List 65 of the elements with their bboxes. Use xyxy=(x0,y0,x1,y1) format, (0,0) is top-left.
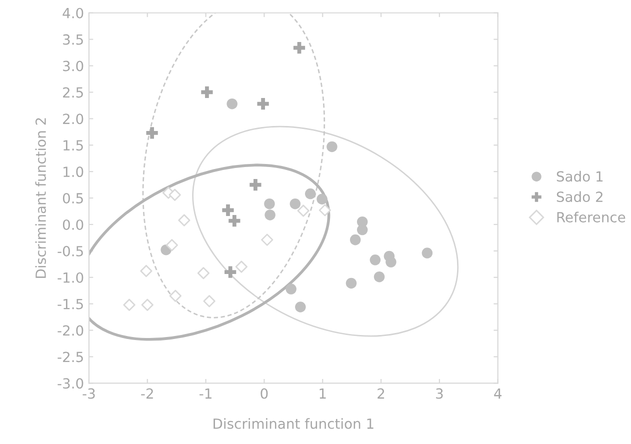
point xyxy=(141,298,154,311)
y-tick-label: -3.0 xyxy=(58,378,84,389)
point xyxy=(146,127,158,139)
legend-label: Reference xyxy=(557,212,626,222)
point xyxy=(326,141,338,152)
y-tick-label: 1.5 xyxy=(64,140,83,151)
y-tick-label: 1.0 xyxy=(64,166,84,178)
y-tick-label: 3.5 xyxy=(63,34,83,45)
x-tick-label: 0 xyxy=(260,388,268,399)
point xyxy=(250,178,262,191)
point xyxy=(166,239,178,252)
point xyxy=(422,248,433,258)
point xyxy=(295,302,306,312)
point xyxy=(316,194,328,204)
point xyxy=(140,264,152,278)
y-tick-label: -0.5 xyxy=(58,246,83,256)
point xyxy=(264,198,275,210)
point xyxy=(297,204,310,217)
y-tick-label: -2.5 xyxy=(58,352,83,362)
y-tick-label: 3.0 xyxy=(63,60,84,72)
point xyxy=(293,42,306,54)
point xyxy=(370,254,381,266)
legend-label: Sado 1 xyxy=(556,170,603,182)
point xyxy=(169,290,182,302)
point xyxy=(264,210,276,220)
point xyxy=(356,224,368,236)
point xyxy=(226,98,238,110)
point xyxy=(168,188,181,201)
point xyxy=(290,198,301,210)
x-tick-label: 1 xyxy=(320,388,326,399)
point xyxy=(201,86,213,98)
y-tick-label: 0.0 xyxy=(62,219,84,230)
x-tick-label: 3 xyxy=(436,388,443,399)
point xyxy=(318,204,332,216)
point xyxy=(203,295,216,308)
y-axis-title: Discriminant function 2 xyxy=(35,118,46,278)
x-axis-title: Discriminant function 1 xyxy=(214,418,374,429)
legend-label: Sado 2 xyxy=(556,191,602,202)
x-tick-label: 2 xyxy=(378,388,384,399)
point xyxy=(224,266,236,278)
point xyxy=(374,271,385,282)
y-tick-label: 2.5 xyxy=(63,87,83,98)
y-tick-label: -1.0 xyxy=(58,272,84,283)
point xyxy=(197,267,210,280)
point xyxy=(261,234,274,246)
y-tick-label: 2.0 xyxy=(63,114,84,124)
y-tick-label: -1.5 xyxy=(58,298,83,310)
x-tick-label: -1 xyxy=(200,388,212,399)
point xyxy=(386,256,396,268)
point xyxy=(304,188,316,200)
point xyxy=(257,98,269,110)
point xyxy=(350,234,361,246)
y-tick-label: 0.5 xyxy=(62,192,83,204)
y-tick-label: 4.0 xyxy=(62,8,84,18)
point xyxy=(228,214,240,227)
point xyxy=(178,214,190,226)
point xyxy=(286,284,296,294)
x-tick-label: -3 xyxy=(82,388,95,399)
y-tick-label: -2.0 xyxy=(58,325,84,336)
x-tick-label: -2 xyxy=(141,388,153,399)
point xyxy=(123,298,136,311)
point xyxy=(346,278,357,289)
x-tick-label: 4 xyxy=(494,388,502,399)
point xyxy=(235,260,248,273)
point xyxy=(222,204,234,216)
